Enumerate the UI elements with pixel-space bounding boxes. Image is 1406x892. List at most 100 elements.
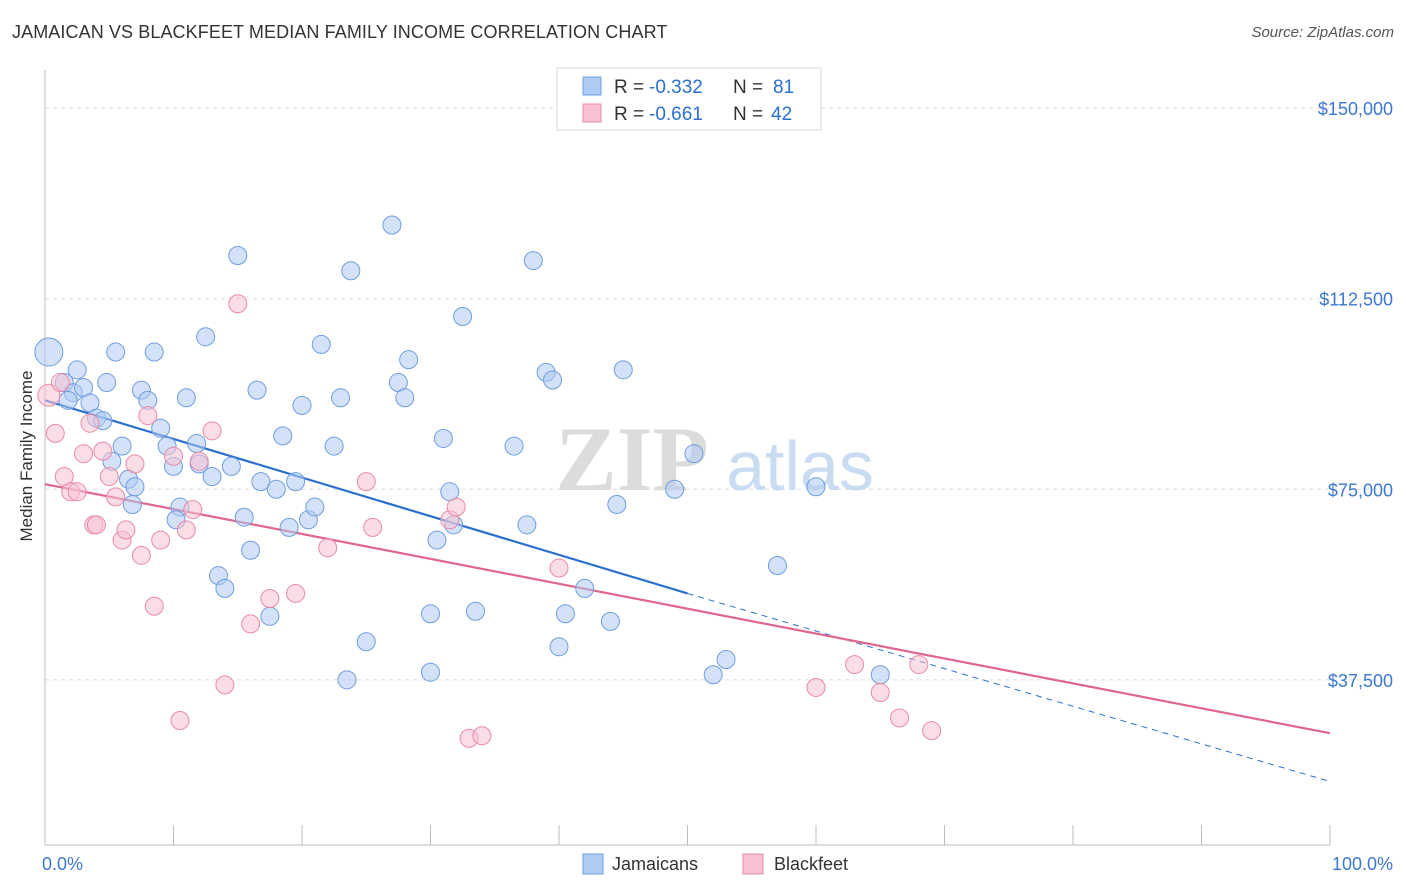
- jamaicans-point-65: [523, 251, 543, 271]
- blackfeet-point-27: [228, 294, 248, 314]
- jamaicans-point-0: [34, 337, 64, 367]
- y-axis-label: Median Family Income: [17, 370, 36, 541]
- jamaicans-point-42: [292, 395, 312, 415]
- jamaicans-point-30: [215, 578, 235, 598]
- blackfeet-point-37: [472, 726, 492, 746]
- jamaicans-point-60: [421, 662, 440, 682]
- blackfeet-point-21: [170, 710, 190, 730]
- jamaicans-point-14: [125, 477, 145, 497]
- blackfeet-point-23: [183, 500, 203, 520]
- blackfeet-point-9: [86, 515, 106, 535]
- jamaicans-point-55: [433, 428, 453, 448]
- blackfeet-point-42: [890, 708, 910, 728]
- blackfeet-point-44: [909, 655, 929, 675]
- jamaicans-point-35: [247, 380, 267, 400]
- blackfeet-point-17: [138, 406, 158, 426]
- jamaicans-point-72: [607, 495, 627, 515]
- grid-lines: [45, 107, 1390, 681]
- bottom-legend-swatch-jamaicans: [582, 853, 604, 875]
- chart-title: JAMAICAN VS BLACKFEET MEDIAN FAMILY INCO…: [12, 22, 668, 42]
- jamaicans-point-69: [549, 637, 569, 657]
- blackfeet-point-30: [286, 583, 306, 603]
- watermark: ZIP atlas: [555, 408, 874, 510]
- blackfeet-point-11: [99, 467, 119, 487]
- watermark-atlas: atlas: [726, 427, 874, 505]
- blackfeet-point-2: [50, 373, 70, 393]
- jamaicans-point-44: [305, 497, 325, 517]
- trend-lines: [44, 399, 1331, 782]
- jamaicans-point-73: [613, 360, 633, 380]
- jamaicans-point-50: [356, 632, 376, 652]
- jamaicans-point-47: [331, 388, 351, 408]
- jamaicans-point-3: [58, 390, 78, 410]
- jamaicans-point-53: [399, 350, 419, 370]
- legend-swatch-blackfeet: [582, 103, 602, 123]
- jamaicans-point-74: [684, 444, 704, 464]
- jamaicans-point-7: [97, 373, 117, 393]
- jamaicans-trend-line: [44, 399, 688, 595]
- jamaicans-point-67: [543, 370, 563, 390]
- blackfeet-point-29: [260, 589, 280, 609]
- legend-r-value-2: -0.661: [649, 104, 703, 125]
- chart-source: Source: ZipAtlas.com: [1251, 24, 1394, 41]
- jamaicans-point-25: [196, 327, 216, 347]
- axes: [44, 70, 1331, 846]
- jamaicans-point-41: [286, 472, 306, 492]
- blackfeet-point-41: [870, 683, 890, 703]
- legend-r-value-1: -0.332: [649, 77, 703, 98]
- jamaicans-point-15: [122, 495, 142, 515]
- legend-n-value-1: 81: [773, 77, 794, 98]
- jamaicans-point-28: [202, 467, 222, 487]
- bottom-legend-swatch-blackfeet: [742, 853, 764, 875]
- series-legend: Jamaicans Blackfeet: [582, 853, 848, 875]
- blackfeet-point-18: [144, 596, 164, 616]
- jamaicans-point-39: [273, 426, 293, 446]
- blackfeet-point-14: [116, 520, 136, 540]
- blackfeet-point-28: [241, 614, 261, 634]
- jamaicans-point-59: [427, 530, 447, 550]
- jamaicans-point-79: [806, 477, 826, 497]
- jamaicans-point-61: [421, 604, 440, 624]
- data-points: [34, 215, 942, 748]
- blackfeet-point-39: [806, 677, 826, 697]
- legend-n-value-2: 42: [771, 104, 792, 125]
- x-tick-label-max: 100.0%: [1332, 854, 1393, 874]
- blackfeet-point-25: [202, 421, 222, 441]
- jamaicans-point-36: [251, 472, 271, 492]
- jamaicans-point-34: [241, 540, 261, 560]
- jamaicans-point-76: [703, 665, 723, 685]
- jamaicans-point-24: [176, 388, 196, 408]
- jamaicans-point-49: [341, 261, 361, 281]
- jamaicans-point-5: [67, 360, 87, 380]
- blackfeet-point-1: [45, 423, 65, 443]
- jamaicans-point-68: [555, 604, 575, 624]
- y-tick-labels: $37,500 $75,000 $112,500 $150,000: [1318, 99, 1393, 691]
- stats-legend: R = -0.332 N = 81 R = -0.661 N = 42: [556, 67, 822, 131]
- jamaicans-point-54: [395, 388, 415, 408]
- jamaicans-point-78: [767, 555, 787, 575]
- jamaicans-point-75: [665, 479, 685, 499]
- legend-n-label-1: N =: [733, 77, 763, 98]
- blackfeet-point-35: [446, 497, 466, 517]
- blackfeet-point-22: [176, 520, 196, 540]
- jamaicans-point-63: [504, 436, 524, 456]
- watermark-zip: ZIP: [555, 408, 708, 510]
- blackfeet-point-32: [356, 472, 376, 492]
- y-tick-label-0: $37,500: [1328, 671, 1393, 691]
- y-tick-label-2: $112,500: [1319, 290, 1393, 310]
- legend-swatch-jamaicans: [582, 76, 602, 96]
- bottom-legend-label-jamaicans: Jamaicans: [612, 854, 698, 874]
- jamaicans-point-48: [337, 670, 357, 690]
- jamaicans-point-38: [266, 479, 286, 499]
- blackfeet-point-12: [106, 487, 126, 507]
- y-tick-label-1: $75,000: [1328, 480, 1393, 500]
- jamaicans-point-46: [324, 436, 344, 456]
- blackfeet-point-33: [363, 517, 383, 537]
- blackfeet-point-31: [318, 538, 338, 558]
- jamaicans-point-71: [600, 611, 620, 631]
- blackfeet-point-40: [845, 655, 865, 675]
- jamaicans-point-52: [382, 215, 402, 235]
- blackfeet-point-10: [93, 441, 113, 461]
- jamaicans-point-12: [112, 436, 132, 456]
